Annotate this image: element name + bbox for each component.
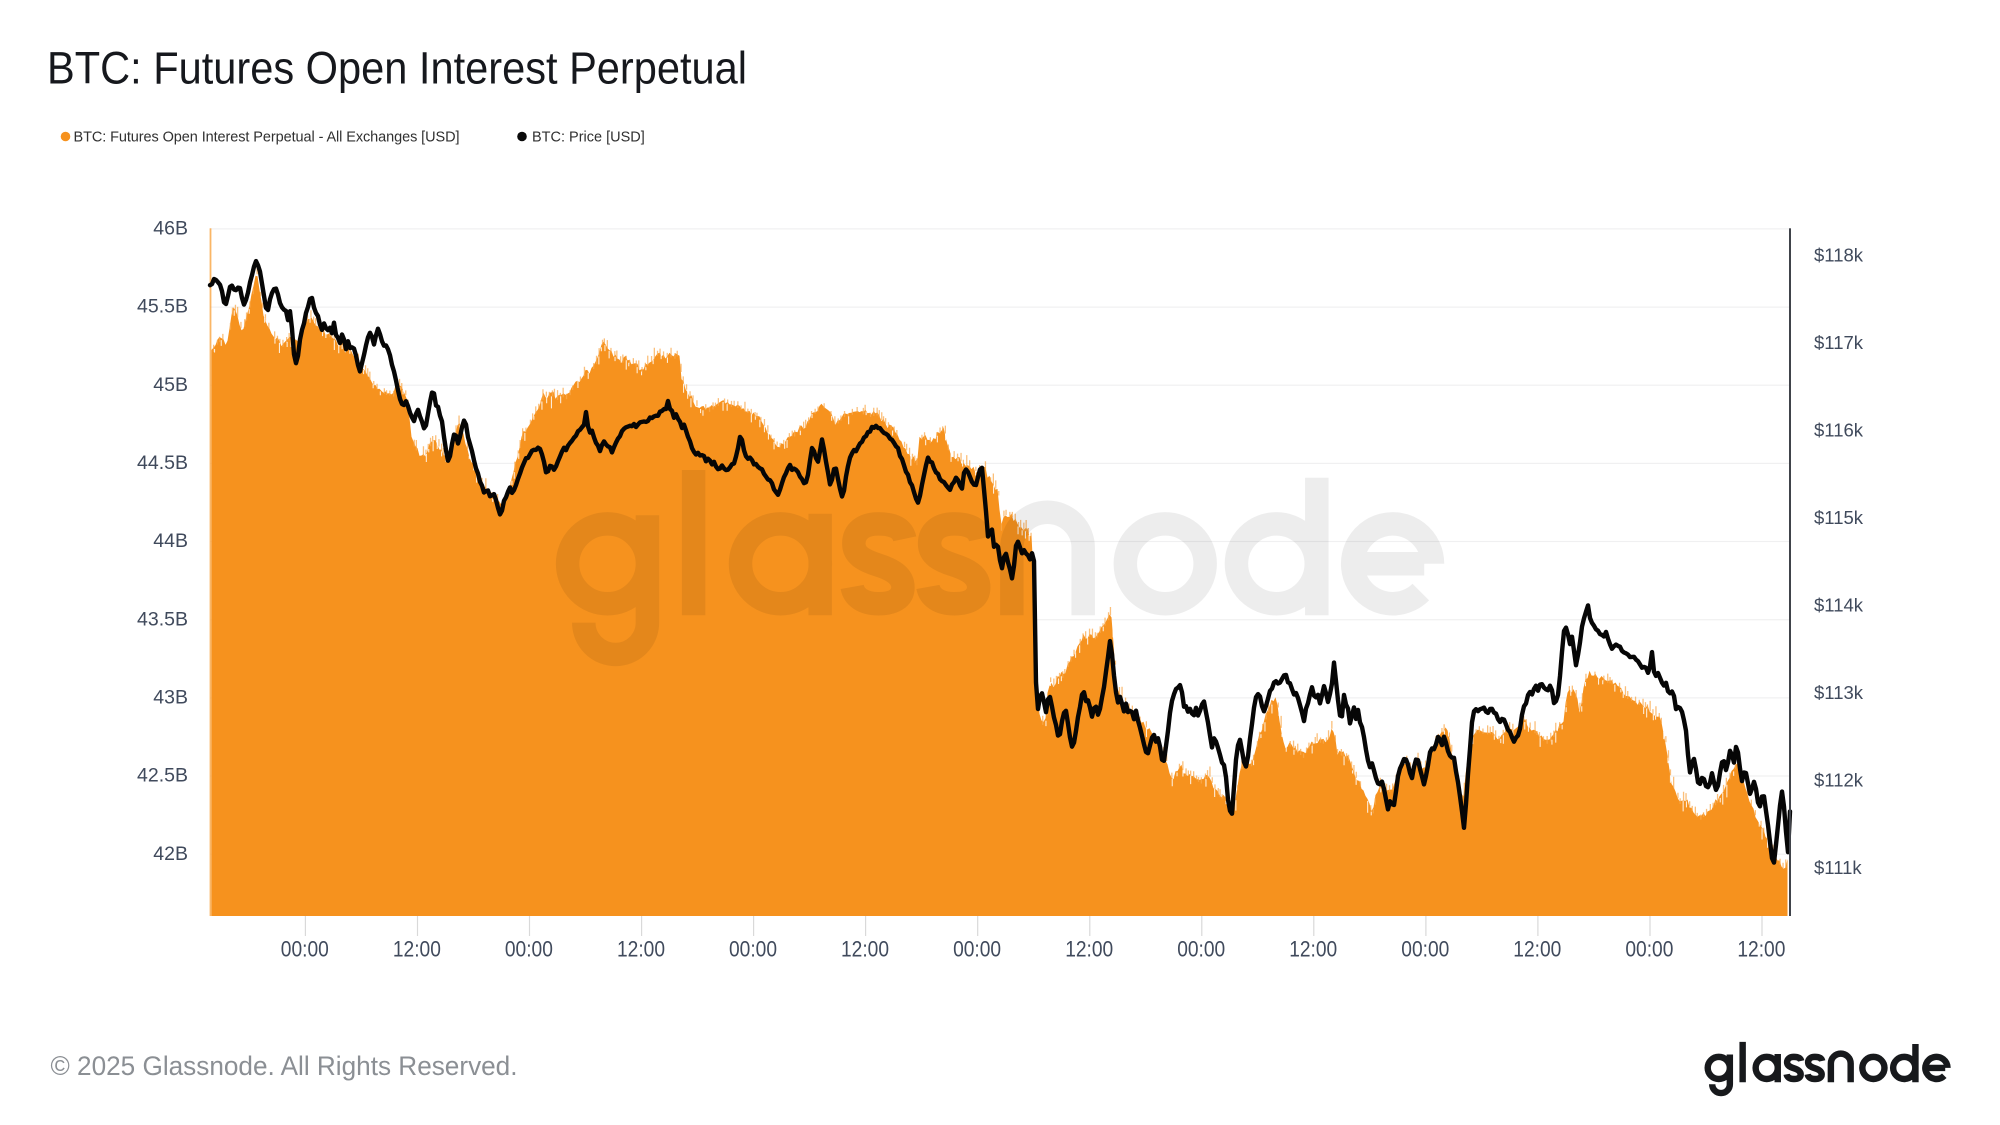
- svg-text:00:00: 00:00: [1177, 937, 1225, 962]
- svg-text:00:00: 00:00: [1401, 937, 1449, 962]
- svg-text:12:00: 12:00: [393, 937, 441, 962]
- svg-text:$115k: $115k: [1814, 507, 1864, 528]
- svg-text:45.5B: 45.5B: [137, 296, 188, 318]
- svg-text:© 2025 Glassnode. All Rights R: © 2025 Glassnode. All Rights Reserved.: [51, 1051, 518, 1081]
- svg-text:$117k: $117k: [1814, 332, 1864, 353]
- svg-text:00:00: 00:00: [505, 937, 553, 962]
- svg-text:12:00: 12:00: [617, 937, 665, 962]
- svg-text:44.5B: 44.5B: [137, 452, 188, 474]
- svg-text:00:00: 00:00: [281, 937, 329, 962]
- svg-text:12:00: 12:00: [1737, 937, 1785, 962]
- svg-text:42.5B: 42.5B: [137, 765, 188, 787]
- svg-text:45B: 45B: [153, 374, 188, 396]
- svg-text:BTC: Price [USD]: BTC: Price [USD]: [532, 130, 645, 146]
- svg-text:43B: 43B: [153, 687, 188, 709]
- svg-text:$116k: $116k: [1814, 420, 1864, 441]
- svg-text:$112k: $112k: [1814, 769, 1864, 790]
- svg-text:BTC: Futures Open Interest Per: BTC: Futures Open Interest Perpetual - A…: [74, 130, 460, 146]
- svg-text:00:00: 00:00: [953, 937, 1001, 962]
- svg-text:12:00: 12:00: [1289, 937, 1337, 962]
- svg-text:$114k: $114k: [1814, 594, 1864, 615]
- svg-text:44B: 44B: [153, 530, 188, 552]
- svg-text:42B: 42B: [153, 843, 188, 865]
- svg-text:12:00: 12:00: [1513, 937, 1561, 962]
- svg-text:$111k: $111k: [1814, 857, 1862, 878]
- svg-text:46B: 46B: [153, 218, 188, 240]
- svg-text:00:00: 00:00: [1625, 937, 1673, 962]
- svg-text:$118k: $118k: [1814, 245, 1864, 266]
- svg-text:$113k: $113k: [1814, 682, 1864, 703]
- svg-text:43.5B: 43.5B: [137, 608, 188, 630]
- svg-text:12:00: 12:00: [841, 937, 889, 962]
- svg-text:12:00: 12:00: [1065, 937, 1113, 962]
- svg-text:00:00: 00:00: [729, 937, 777, 962]
- svg-text:BTC: Futures Open Interest Per: BTC: Futures Open Interest Perpetual: [47, 43, 747, 94]
